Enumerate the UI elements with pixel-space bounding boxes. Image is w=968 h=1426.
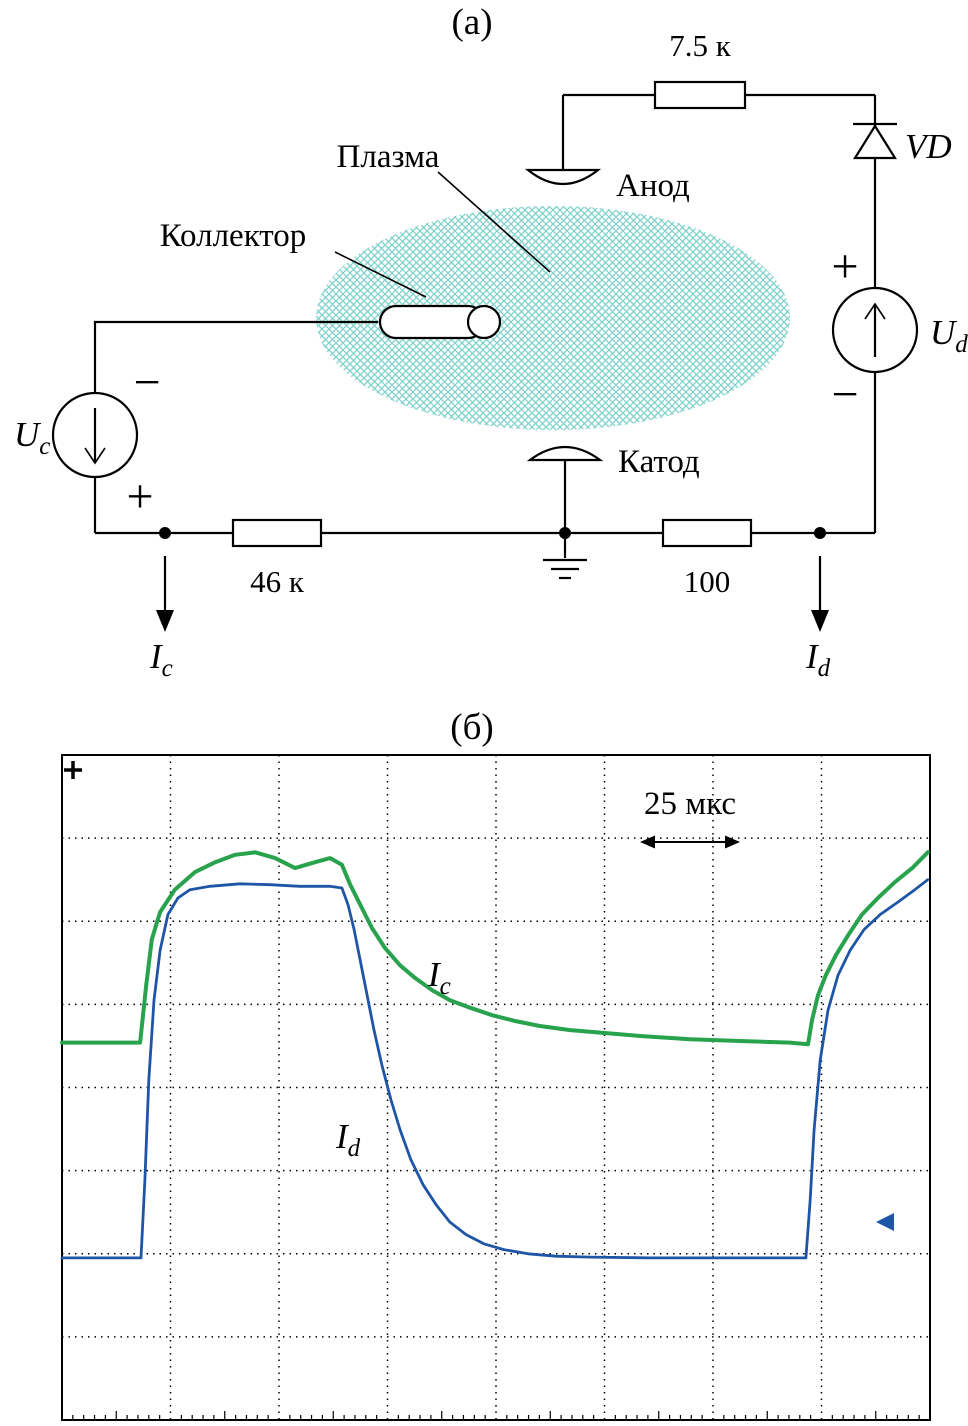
current-arrow-id [811,556,829,632]
trigger-marker-icon [64,761,82,779]
collector-label: Коллектор [160,218,307,254]
resistor-right-value: 100 [684,564,731,599]
plasma-region [316,206,790,430]
ground-symbol [543,533,587,580]
panel-a-label: (а) [451,2,492,43]
plasma-label: Плазма [337,139,440,175]
diode-label: VD [905,127,952,166]
uc-label: Uc [14,415,50,460]
trigger-level-arrow-icon [876,1213,894,1231]
trace-ic-label: Ic [427,955,451,1000]
uc-plus-sign: + [126,470,153,523]
source-ud [831,286,919,374]
ud-plus-sign: + [831,240,858,293]
node-dot-left [159,527,171,539]
ud-label: Ud [930,313,968,358]
trace-ic [60,850,930,1047]
resistor-top [653,80,747,110]
trace-id [60,878,930,1260]
cathode-symbol [526,445,604,462]
resistor-right [661,518,753,548]
current-arrow-ic [156,556,174,632]
ic-label: Ic [149,637,173,682]
id-label: Id [805,637,831,682]
collector-symbol [378,304,502,340]
diode-symbol [853,122,897,160]
cathode-label: Катод [618,444,700,480]
trace-id-label: Id [335,1117,361,1162]
anode-symbol [524,168,602,186]
ud-minus-sign: − [831,368,858,421]
plasma-pointer-line [437,171,551,273]
node-dot-right [814,527,826,539]
resistor-left-value: 46 к [250,564,305,599]
time-scale-label: 25 мкс [644,786,736,822]
resistor-top-value: 7.5 к [669,28,732,63]
resistor-left [231,518,323,548]
oscillogram: (б) 25 мкс Ic Id [60,707,931,1421]
panel-b-label: (б) [450,707,493,748]
circuit-diagram: (а) [14,2,968,682]
source-uc [51,391,139,479]
collector-pointer-line [334,251,427,298]
time-scale-arrow-icon [640,835,740,849]
anode-label: Анод [616,168,690,204]
uc-minus-sign: − [133,356,160,409]
